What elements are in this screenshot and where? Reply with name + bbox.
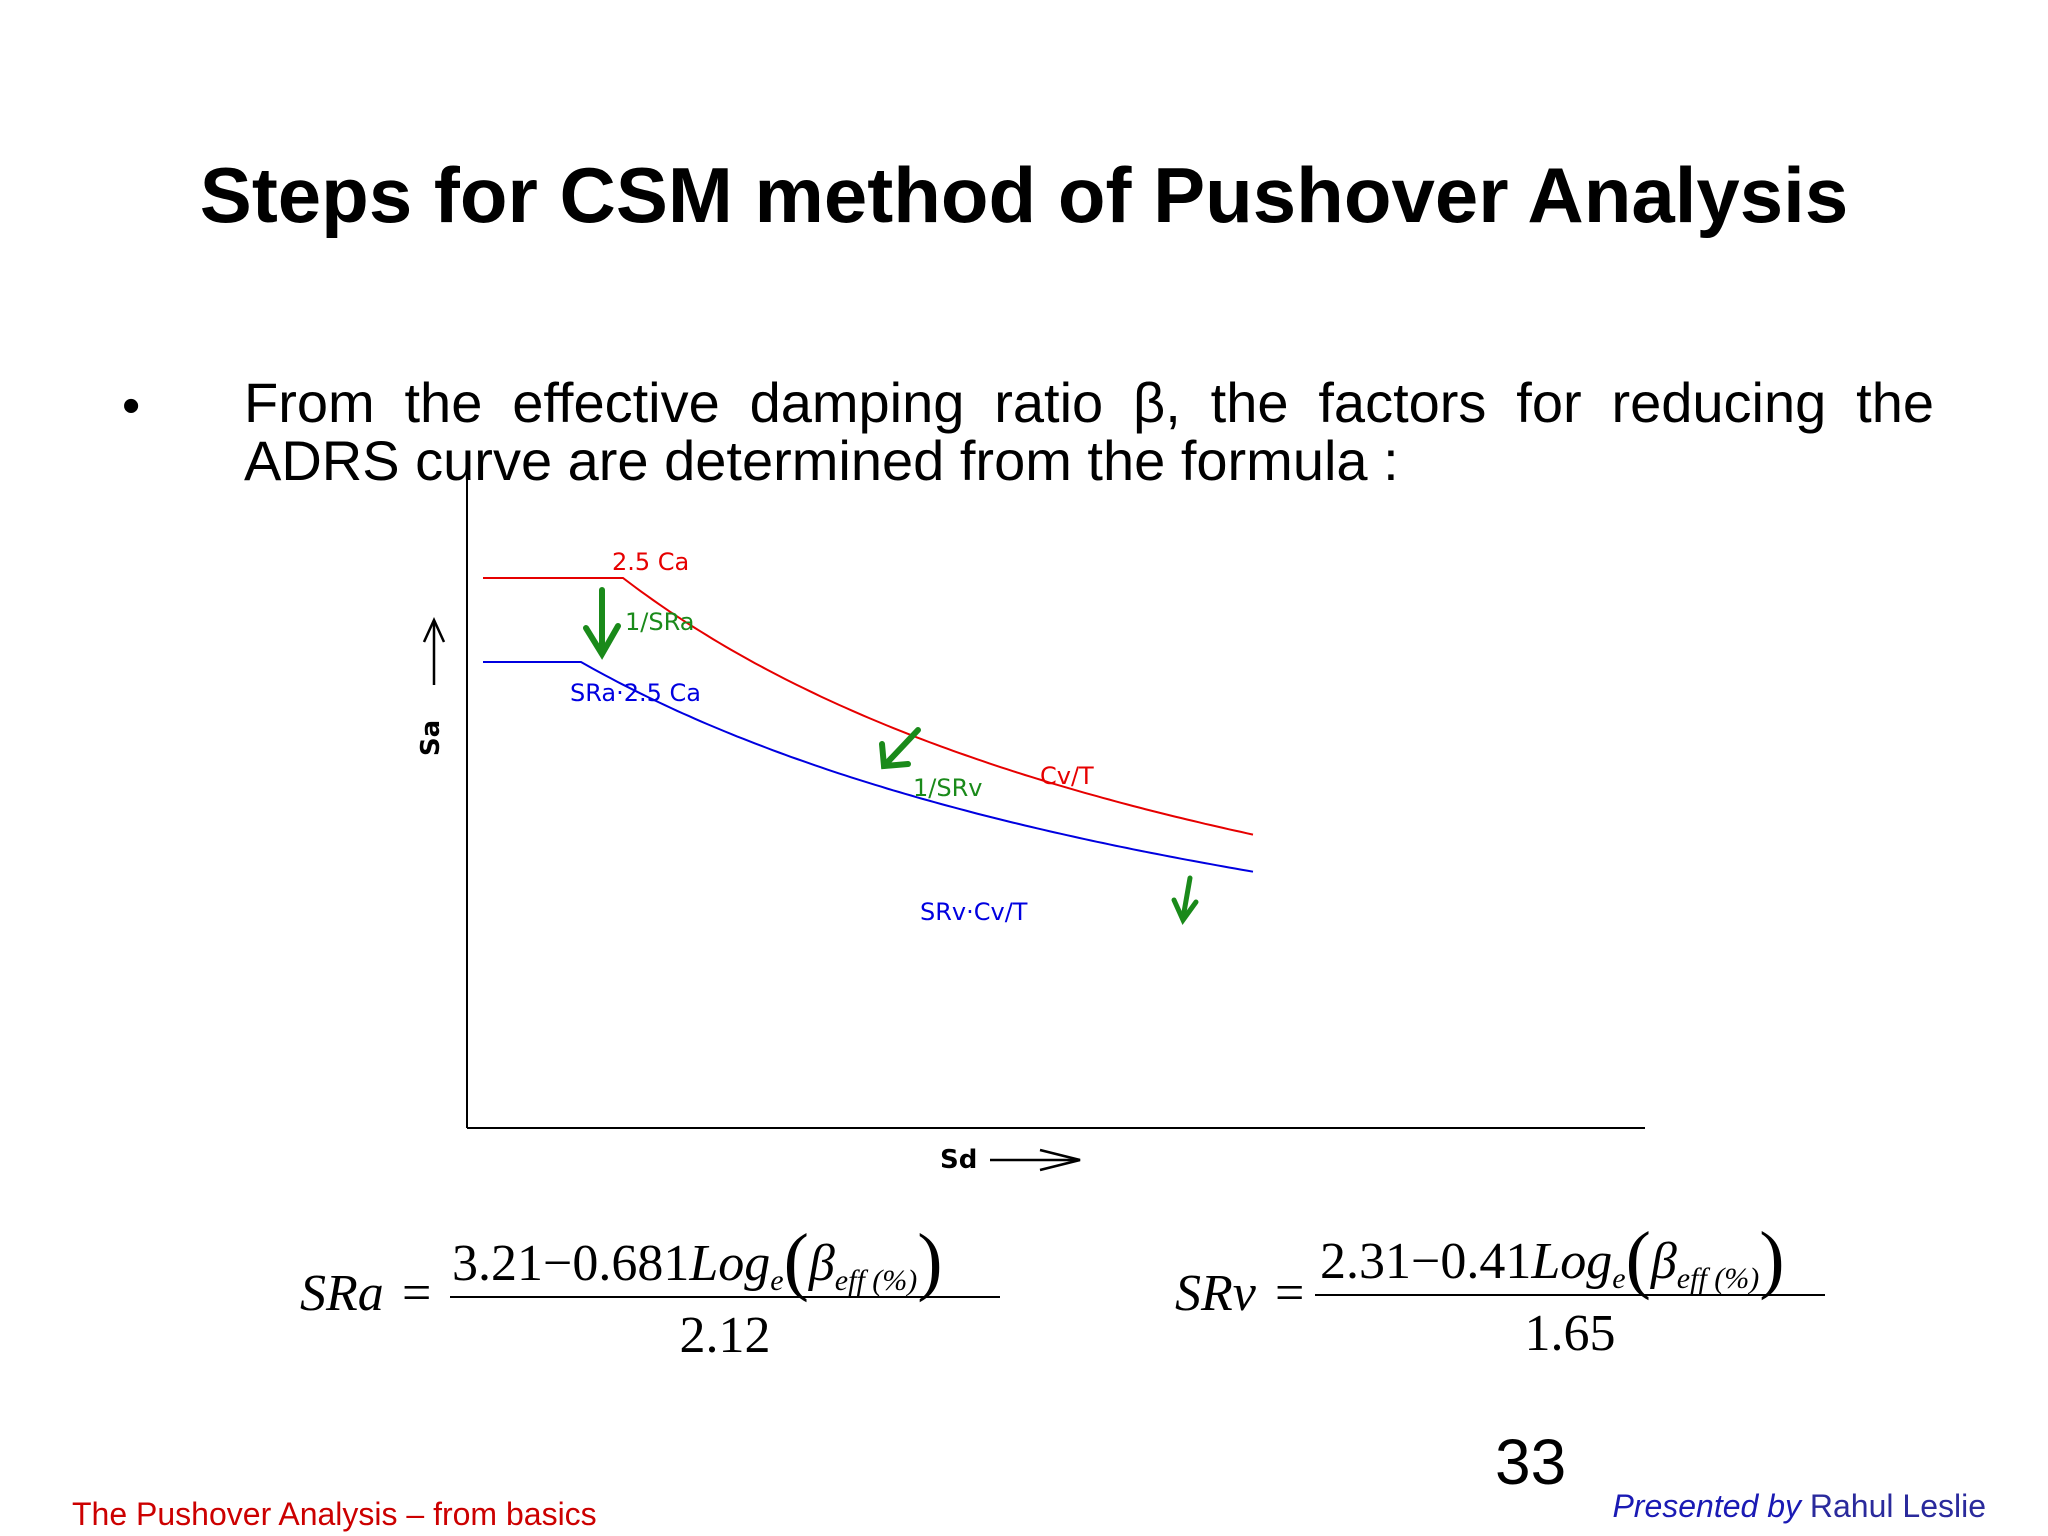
label-red-curve: Cv/T <box>1040 762 1094 790</box>
bullet-line-1: From the effective damping ratio β, the … <box>244 371 1934 434</box>
red-demand-curve <box>483 577 1254 836</box>
green-arrow-diagonal-icon <box>879 727 921 770</box>
label-red-plateau: 2.5 Ca <box>612 548 689 576</box>
bullet-text: From the effective damping ratio β, the … <box>244 374 1934 490</box>
footer-right: Presented by Rahul Leslie <box>1612 1488 1986 1525</box>
label-factor-a: 1/SRa <box>625 608 694 636</box>
footer-left: The Pushover Analysis – from basics <box>72 1496 597 1532</box>
formula-srv: SRv = 2.31−0.41Loge(βeff (%)) 1.65 <box>1175 1200 1855 1362</box>
formula-srv-lhs: SRv <box>1175 1265 1256 1322</box>
label-factor-v: 1/SRv <box>913 774 982 802</box>
formula-srv-denominator: 1.65 <box>1524 1305 1616 1362</box>
formula-srv-numerator: 2.31−0.41Loge(βeff (%)) <box>1320 1217 1785 1301</box>
label-blue-plateau: SRa·2.5 Ca <box>570 679 701 707</box>
formula-sra-fraction-bar <box>450 1296 1000 1298</box>
page-number: 33 <box>1495 1426 1567 1498</box>
footer-presenter-name: Rahul Leslie <box>1809 1488 1986 1524</box>
formula-sra-equals: = <box>402 1265 432 1322</box>
label-blue-curve: SRv·Cv/T <box>920 898 1028 926</box>
formula-sra: SRa = 3.21−0.681Loge(βeff (%)) 2.12 <box>300 1200 1020 1364</box>
y-axis-label: Sa <box>416 720 446 756</box>
green-arrow-down-icon <box>583 587 621 660</box>
bullet-marker: • <box>122 377 141 435</box>
x-axis-arrow <box>990 1148 1081 1172</box>
formula-sra-denominator: 2.12 <box>679 1307 771 1364</box>
bullet-line-2: ADRS curve are determined from the formu… <box>244 429 1399 492</box>
formula-sra-lhs: SRa <box>300 1265 384 1322</box>
formula-srv-fraction-bar <box>1315 1294 1825 1296</box>
formula-srv-equals: = <box>1275 1265 1305 1322</box>
slide-title: Steps for CSM method of Pushover Analysi… <box>199 151 1849 239</box>
x-axis-label: Sd <box>940 1145 977 1175</box>
blue-reduced-curve <box>483 661 1254 873</box>
y-axis-arrow <box>422 616 446 685</box>
adrs-chart: Sa Sd 2.5 Ca 1/SRa SRa·2.5 Ca 1/SRv Cv/T… <box>416 478 1645 1175</box>
footer-presented-by: Presented by <box>1612 1488 1801 1524</box>
formula-sra-numerator: 3.21−0.681Loge(βeff (%)) <box>452 1219 943 1303</box>
green-arrow-small-icon <box>1171 875 1199 925</box>
